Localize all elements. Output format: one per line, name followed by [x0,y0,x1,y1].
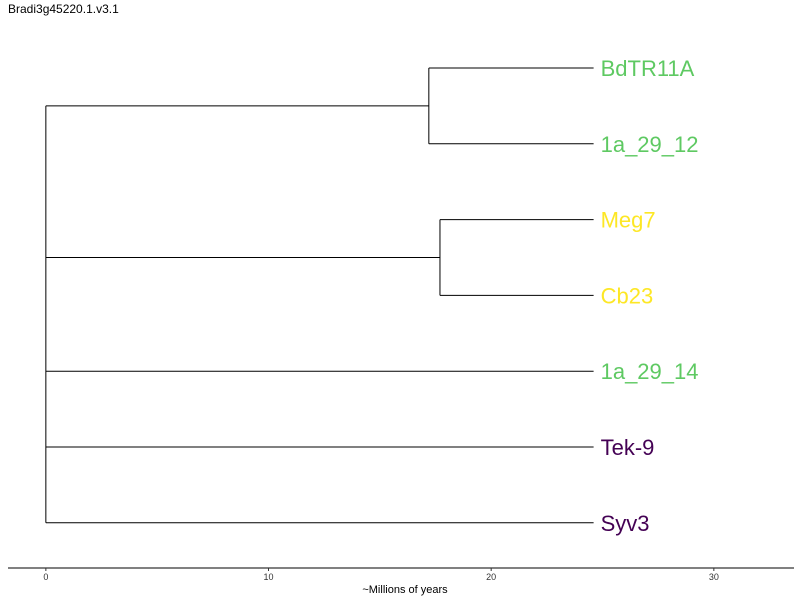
tip-label: 1a_29_12 [601,132,699,157]
tip-label: BdTR11A [601,56,695,81]
axis-tick-label: 0 [43,572,48,582]
time-axis: 0 10 20 30 ~Millions of years [8,567,794,596]
axis-tick-label: 30 [709,572,719,582]
tip-label: Cb23 [601,283,654,308]
axis-tick-label: 10 [264,572,274,582]
page-title: Bradi3g45220.1.v3.1 [8,2,119,16]
tip-label: Tek-9 [601,435,655,460]
tip-label: 1a_29_14 [601,359,699,384]
tip-label: Meg7 [601,208,656,233]
tree-branches [45,67,594,524]
axis-tick-label: 20 [486,572,496,582]
axis-label: ~Millions of years [362,584,448,596]
tip-label: Syv3 [601,511,650,536]
axis-ticks: 0 10 20 30 [43,568,719,582]
tip-labels: BdTR11A 1a_29_12 Meg7 Cb23 1a_29_14 Tek-9 Syv3 [601,56,699,536]
